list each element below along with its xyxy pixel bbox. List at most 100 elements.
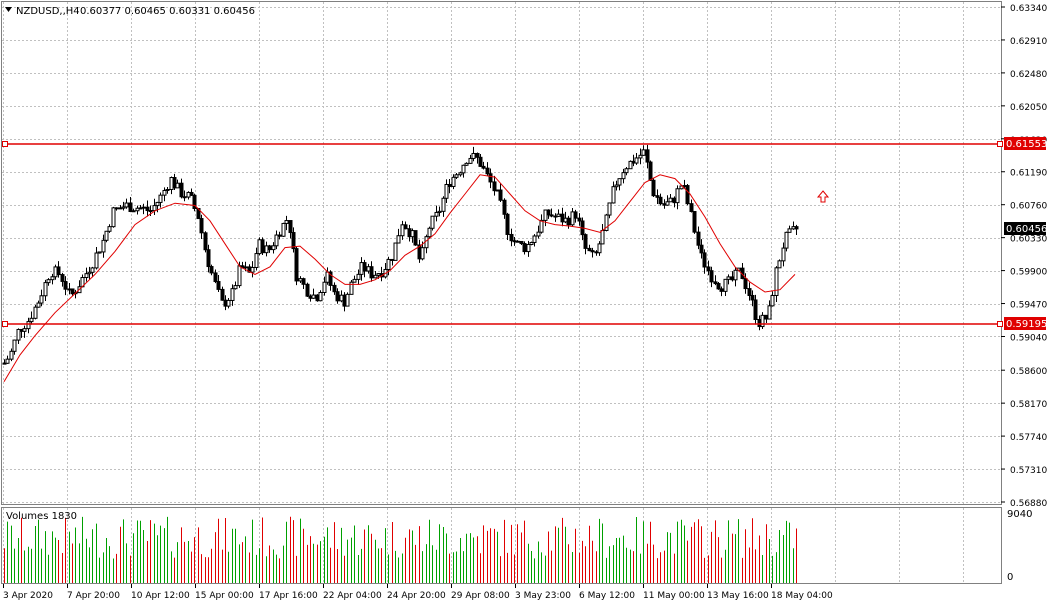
- price-tick-label: 0.58170: [1010, 400, 1047, 410]
- time-tick-label: 3 Apr 2020: [3, 591, 53, 601]
- candle-body: [675, 188, 680, 204]
- price-tick-label: 0.63340: [1010, 4, 1047, 14]
- candle-body: [441, 197, 446, 212]
- candle-body: [84, 273, 89, 279]
- candle-body: [696, 231, 701, 246]
- candle-body: [400, 224, 405, 237]
- candle-body: [444, 183, 449, 199]
- candle-body: [529, 241, 534, 245]
- candle-body: [420, 247, 425, 260]
- candle-body: [413, 230, 418, 246]
- candle-body: [60, 274, 65, 282]
- candle-body: [111, 207, 116, 228]
- candle-body: [648, 161, 653, 181]
- support-price-tag: 0.59195: [1004, 317, 1047, 330]
- candle-body: [461, 164, 466, 174]
- time-tick-label: 24 Apr 20:00: [387, 591, 446, 601]
- candle-body: [706, 266, 711, 272]
- price-tick-label: 0.59900: [1010, 268, 1047, 278]
- candle-body: [770, 295, 775, 307]
- resistance-line-handle-right[interactable]: [997, 141, 1003, 147]
- resistance-price-tag: 0.61553: [1004, 137, 1047, 150]
- down-triangle-icon: [5, 7, 12, 12]
- candle-body: [26, 321, 31, 330]
- candle-body: [271, 245, 276, 251]
- support-line-handle-right[interactable]: [997, 321, 1003, 327]
- candle-body: [352, 278, 357, 283]
- candle-body: [577, 217, 582, 222]
- candle-body: [369, 266, 374, 279]
- candle-body: [5, 358, 10, 364]
- candle-body: [699, 244, 704, 254]
- candle-body: [573, 211, 578, 219]
- candle-body: [719, 288, 724, 292]
- candle-body: [485, 167, 490, 175]
- candle-body: [182, 196, 187, 199]
- candle-body: [114, 207, 119, 210]
- price-tick-label: 0.62050: [1010, 103, 1047, 113]
- candle-body: [471, 152, 476, 159]
- candle-body: [301, 278, 306, 285]
- candle-body: [172, 177, 177, 189]
- candle-body: [651, 179, 656, 197]
- candle-body: [434, 211, 439, 217]
- candle-body: [328, 271, 333, 286]
- candle-body: [155, 201, 160, 207]
- candle-body: [305, 283, 310, 297]
- candle-body: [152, 205, 157, 212]
- candle-body: [260, 239, 265, 254]
- volume-min-label: 0: [1007, 572, 1013, 583]
- price-tick-label: 0.62480: [1010, 70, 1047, 80]
- candle-body: [50, 276, 55, 281]
- price-tick-label: 0.59040: [1010, 333, 1047, 343]
- candle-body: [549, 214, 554, 217]
- candle-body: [145, 206, 150, 212]
- candle-body: [335, 291, 340, 302]
- time-tick-label: 29 Apr 08:00: [451, 591, 510, 601]
- candle-body: [281, 222, 286, 237]
- symbol-label: NZDUSD,,H4: [16, 6, 80, 17]
- candle-body: [189, 191, 194, 196]
- time-tick-label: 15 Apr 00:00: [195, 591, 254, 601]
- candle-body: [29, 317, 34, 323]
- candle-body: [597, 243, 602, 254]
- candle-body: [713, 281, 718, 285]
- candle-body: [39, 295, 44, 304]
- up-arrow-icon[interactable]: [816, 190, 830, 203]
- candle-body: [628, 160, 633, 170]
- candle-body: [777, 260, 782, 269]
- candle-body: [607, 202, 612, 216]
- candle-body: [641, 149, 646, 156]
- resistance-line-handle[interactable]: [2, 141, 8, 147]
- candle-body: [624, 168, 629, 174]
- support-line-handle[interactable]: [2, 321, 8, 327]
- candle-body: [101, 239, 106, 253]
- candle-body: [614, 184, 619, 188]
- time-tick-label: 7 Apr 20:00: [67, 591, 120, 601]
- candle-body: [634, 157, 639, 164]
- candle-body: [135, 207, 140, 212]
- candle-body: [723, 278, 728, 292]
- candle-body: [604, 214, 609, 231]
- candle-body: [148, 210, 153, 213]
- candle-body: [784, 231, 789, 249]
- candle-body: [90, 267, 95, 273]
- candle-body: [702, 252, 707, 268]
- candle-body: [539, 219, 544, 233]
- candle-body: [794, 226, 799, 230]
- candle-body: [237, 265, 242, 287]
- candle-body: [175, 182, 180, 189]
- candle-body: [781, 247, 786, 262]
- candle-body: [97, 251, 102, 254]
- candle-body: [451, 176, 456, 187]
- candle-body: [243, 266, 248, 269]
- candle-body: [488, 173, 493, 183]
- moving-average-line: [3, 174, 796, 382]
- time-tick-label: 17 Apr 16:00: [259, 591, 318, 601]
- candle-body: [33, 306, 38, 319]
- candle-body: [478, 156, 483, 167]
- current-price-label: 0.60456: [1006, 224, 1047, 235]
- candle-body: [162, 189, 167, 196]
